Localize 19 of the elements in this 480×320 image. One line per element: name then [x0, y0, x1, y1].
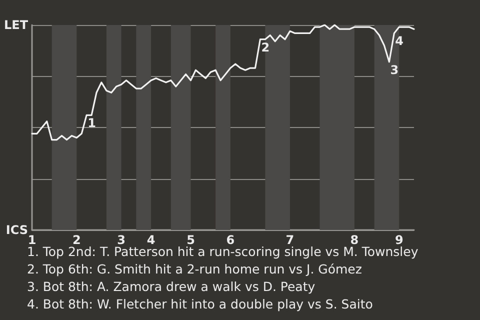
x-tick-label: 4: [146, 233, 156, 247]
x-tick-label: 7: [286, 233, 294, 247]
text: 3. Bot 8th: A. Zamora drew a walk vs D. Peaty: [27, 279, 316, 294]
x-tick-label: 9: [394, 233, 404, 247]
annotation: 1: [88, 116, 96, 130]
text: ICS: [6, 223, 28, 237]
annotation: 2: [261, 40, 270, 54]
x-tick-label: 2: [72, 233, 81, 247]
x-tick-label: 6: [226, 233, 235, 247]
x-tick-label: 1: [28, 233, 36, 247]
annotation: 4: [395, 34, 404, 48]
x-tick-label: 5: [186, 233, 195, 247]
text: 2. Top 6th: G. Smith hit a 2-run home run vs J. Gómez: [27, 262, 362, 276]
x-tick-label: 3: [117, 233, 126, 247]
x-tick-label: 8: [350, 233, 359, 247]
annotation: 3: [390, 62, 399, 77]
text: 1. Top 2nd: T. Patterson hit a run-scoring single vs M. Townsley: [27, 244, 419, 259]
text: 4. Bot 8th: W. Fletcher hit into a double play vs S. Saito: [27, 296, 373, 312]
text: LET: [4, 18, 29, 32]
